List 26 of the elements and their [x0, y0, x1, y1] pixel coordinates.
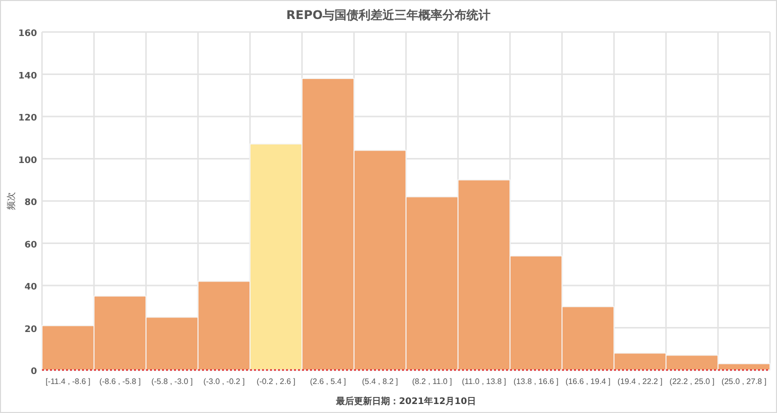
y-tick-label: 60: [24, 240, 37, 250]
x-tick-label: (16.6 , 19.4 ]: [566, 377, 610, 386]
y-tick-label: 160: [18, 29, 37, 39]
x-tick-label: (-5.8 , -3.0 ]: [151, 377, 193, 386]
x-tick-label: (-8.6 , -5.8 ]: [99, 377, 141, 386]
y-tick-label: 120: [18, 114, 37, 124]
y-tick-label: 100: [18, 156, 37, 166]
y-tick-label: 80: [24, 198, 37, 208]
y-tick-label: 40: [24, 282, 37, 292]
text: 最后更新日期：2021年12月10日: [334, 396, 476, 407]
y-tick-label: 0: [30, 367, 37, 377]
x-tick-label: (19.4 , 22.2 ]: [618, 377, 662, 386]
chart-title: REPO与国债利差近三年概率分布统计: [286, 8, 491, 22]
x-tick-label: [-11.4 , -8.6 ]: [46, 377, 90, 386]
x-tick-label: (13.8 , 16.6 ]: [514, 377, 558, 386]
x-tick-label: (-0.2 , 2.6 ]: [256, 377, 296, 386]
y-tick-label: 140: [18, 71, 37, 82]
y-tick-label: 20: [24, 324, 37, 335]
x-tick-label: (5.4 , 8.2 ]: [362, 377, 398, 386]
x-tick-label: (25.0 , 27.8 ]: [722, 377, 766, 386]
x-tick-label: (22.2 , 25.0 ]: [670, 377, 714, 386]
x-tick-label: (8.2 , 11.0 ]: [412, 377, 452, 386]
x-tick-label: (2.6 , 5.4 ]: [310, 377, 346, 386]
y-axis-title: 频次: [6, 192, 17, 210]
x-tick-label: (11.0 , 13.8 ]: [462, 377, 506, 386]
x-tick-label: (-3.0 , -0.2 ]: [203, 377, 245, 386]
